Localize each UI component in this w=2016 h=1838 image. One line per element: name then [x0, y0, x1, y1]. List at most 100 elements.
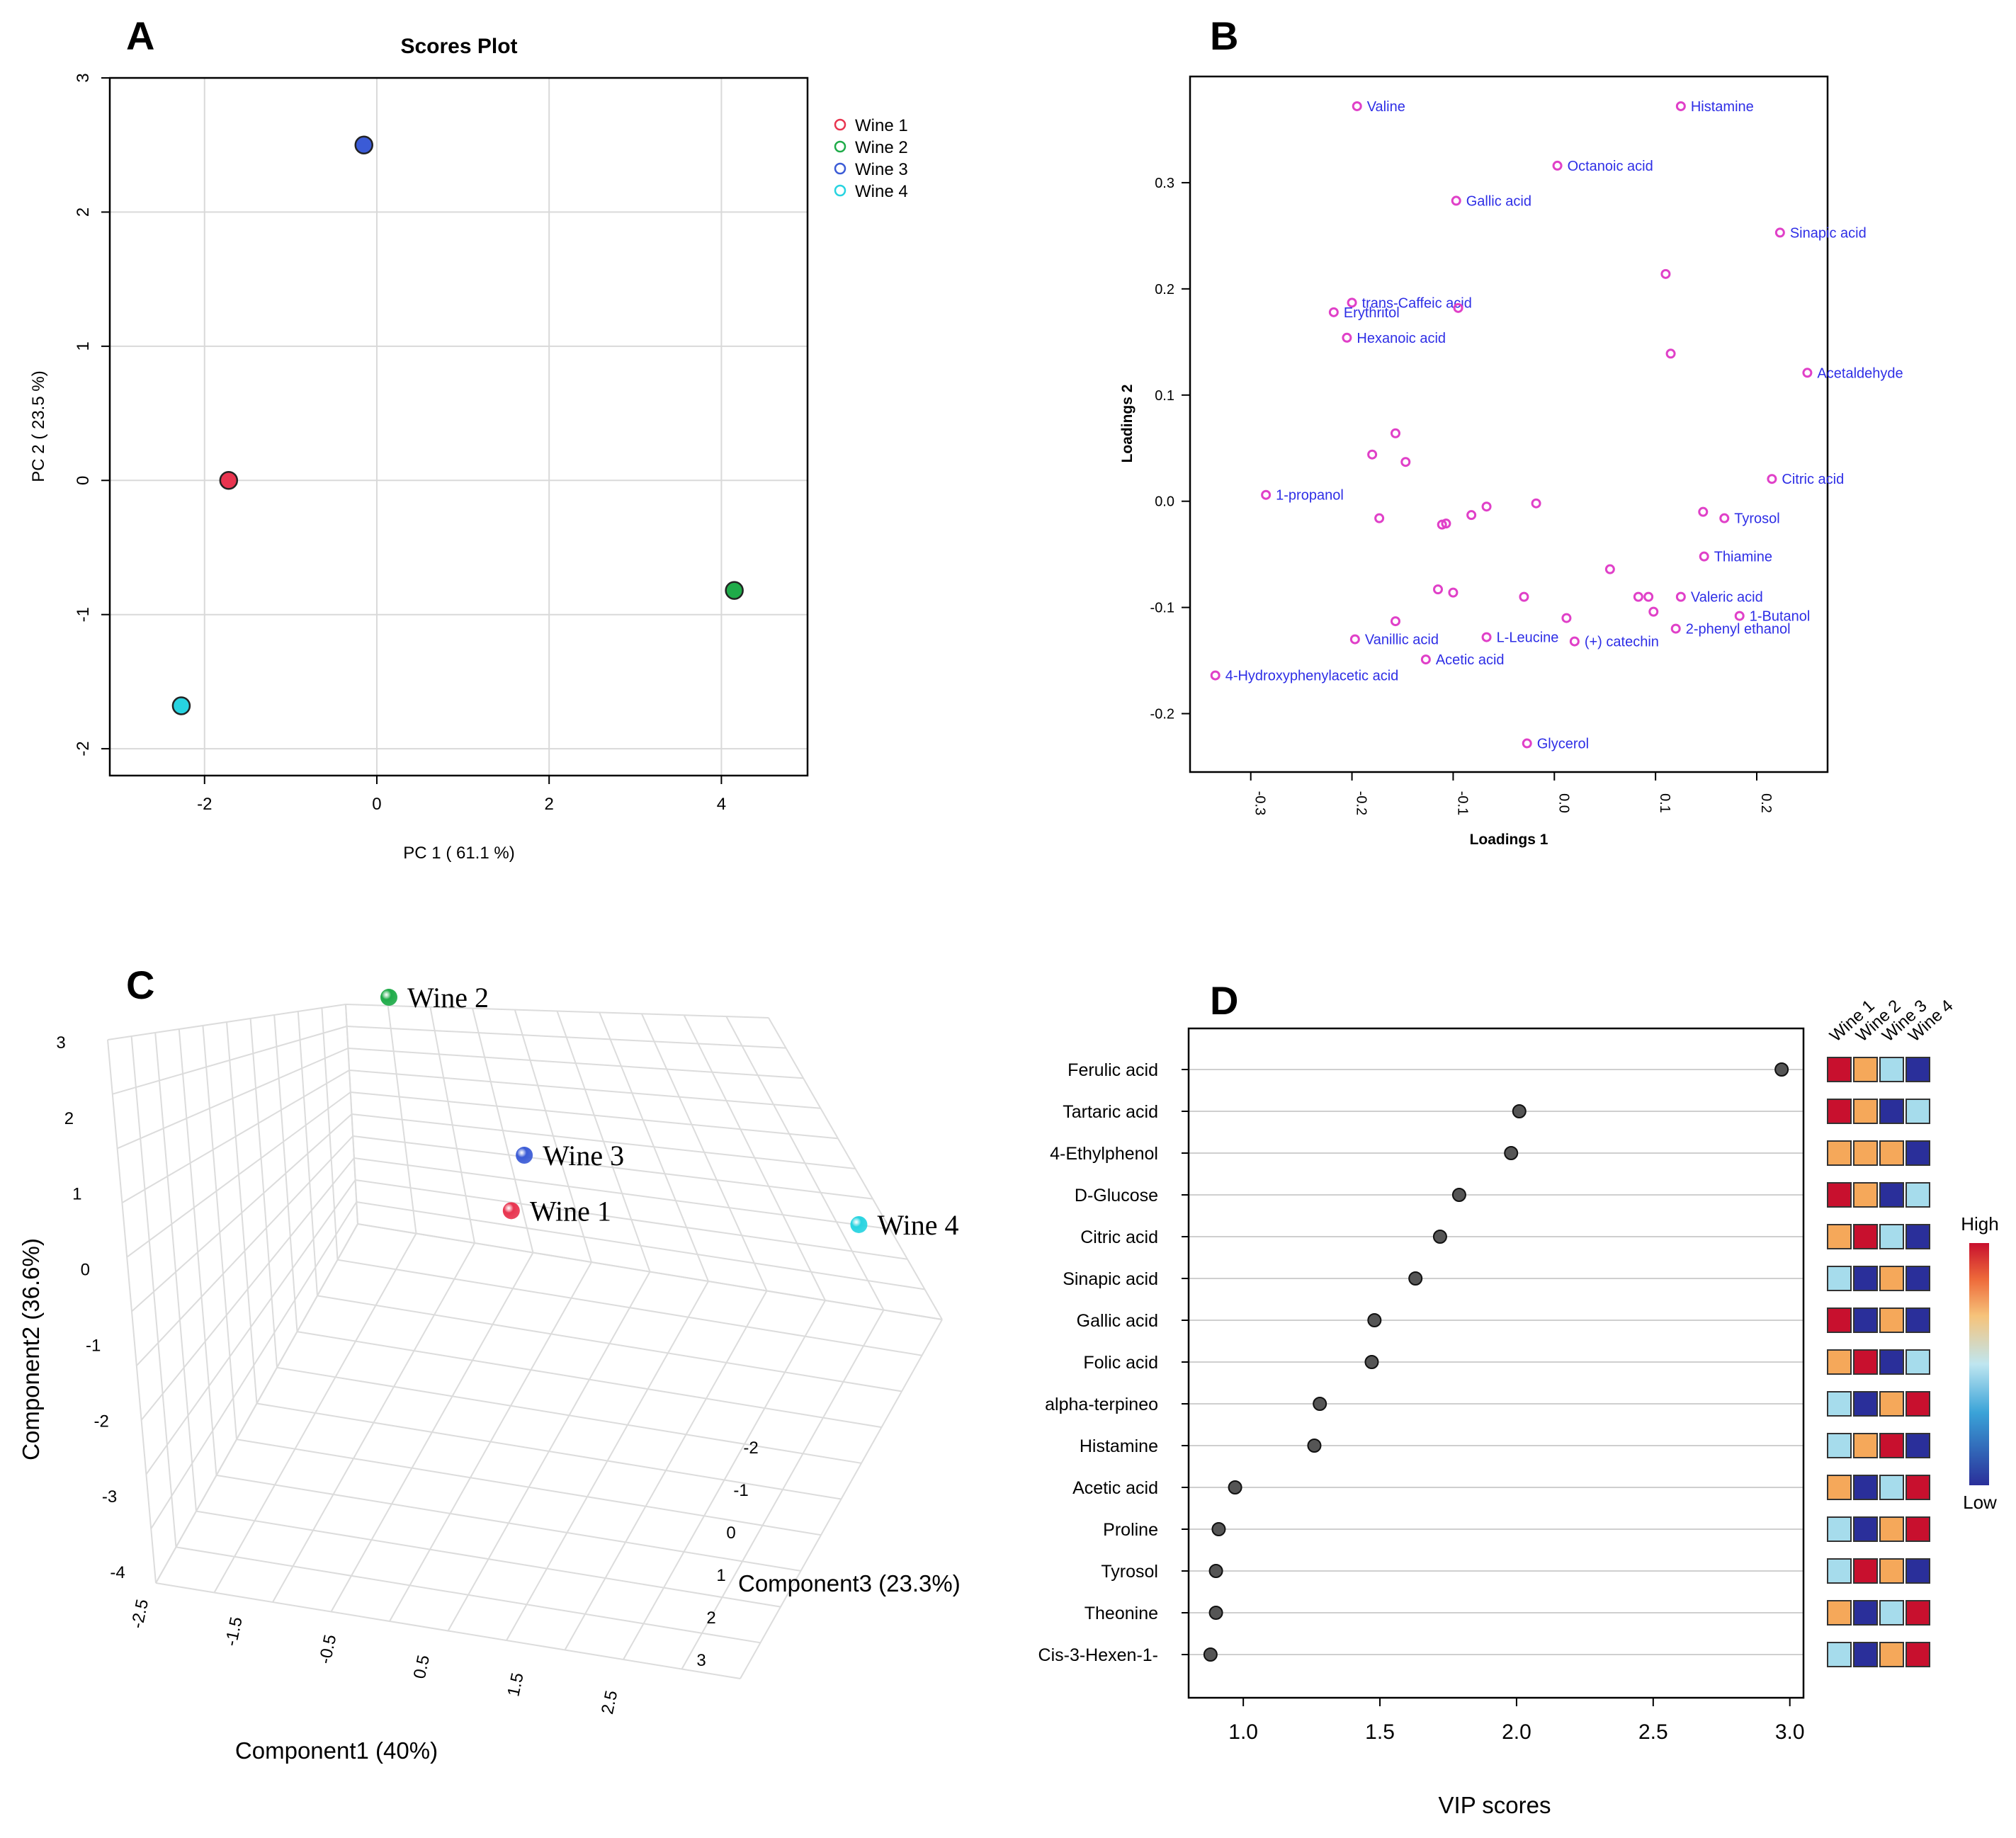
vip-heat-cell — [1853, 1140, 1878, 1166]
plot-3d-ytick-label: -2 — [94, 1412, 108, 1431]
vip-heatmap — [1827, 1057, 1930, 1667]
vip-heat-cell — [1879, 1224, 1904, 1249]
loadings-plot-point — [1734, 611, 1745, 621]
plot-3d-ytick-label: 0 — [81, 1261, 90, 1280]
plot-3d-left-wall-gridline — [112, 1026, 347, 1095]
vip-heat-cell — [1905, 1140, 1930, 1166]
scores-plot-ticks: -2 0 2 4 -2 -1 0 1 2 3 — [74, 73, 726, 814]
vip-heat-cell — [1905, 1600, 1930, 1626]
legend-label-wine-3: Wine 3 — [855, 160, 908, 179]
vip-heat-cell — [1853, 1307, 1878, 1333]
vip-heat-cell — [1905, 1224, 1930, 1249]
vip-heat-cell — [1827, 1516, 1852, 1542]
vip-heat-cell — [1827, 1266, 1852, 1291]
loadings-plot-point-label: 1-Butanol — [1750, 609, 1811, 625]
loadings-plot-ylabel: Loadings 2 — [1119, 385, 1136, 463]
vip-heat-cell — [1905, 1475, 1930, 1500]
vip-heat-cell — [1853, 1642, 1878, 1667]
legend-marker-wine-2 — [834, 140, 846, 153]
loadings-plot-point-label: trans-Caffeic acid — [1362, 295, 1472, 311]
vip-score-dot — [1504, 1146, 1519, 1160]
loadings-plot-ytick-label: 0.2 — [1155, 282, 1174, 297]
loadings-plot-point — [1481, 632, 1492, 642]
panel-letter-b: B — [1210, 13, 1238, 58]
vip-score-dot — [1211, 1522, 1226, 1536]
vip-heat-cell — [1905, 1516, 1930, 1542]
scores-plot-ytick-label: 0 — [74, 476, 93, 485]
vip-heat-cell — [1853, 1600, 1878, 1626]
vip-heat-cell — [1853, 1349, 1878, 1375]
legend-label-wine-2: Wine 2 — [855, 138, 908, 157]
vip-heat-cell — [1879, 1140, 1904, 1166]
vip-plot-rows: Ferulic acid Tartaric acid 4-Ethylphenol D-… — [1038, 1060, 1803, 1665]
vip-feature-label: Theonine — [1085, 1604, 1158, 1623]
loadings-plot-point-label: Valine — [1367, 99, 1405, 115]
loadings-plot-point — [1349, 634, 1360, 645]
loadings-plot-point-label: Acetic acid — [1436, 652, 1505, 668]
vip-heat-cell — [1827, 1140, 1852, 1166]
vip-heat-cell — [1827, 1307, 1852, 1333]
loadings-plot-xtick-label: 0.0 — [1556, 793, 1571, 813]
vip-score-dot — [1307, 1439, 1322, 1453]
vip-feature-label: Tartaric acid — [1063, 1102, 1158, 1122]
scores-plot-ytick-label: -2 — [74, 741, 93, 756]
vip-heat-cell — [1853, 1516, 1878, 1542]
vip-heat-cell — [1827, 1433, 1852, 1458]
loadings-plot-point — [1466, 510, 1477, 521]
vip-heat-cell — [1853, 1391, 1878, 1417]
plot-3d-ytick-label: -1 — [86, 1336, 101, 1355]
loadings-plot-point-label: L-Leucine — [1497, 630, 1559, 646]
loadings-plot-point — [1675, 101, 1686, 111]
vip-heat-cell — [1853, 1099, 1878, 1124]
vip-heat-cell — [1879, 1558, 1904, 1584]
plot-3d-ytick-label: 2 — [64, 1109, 74, 1128]
plot-3d-back-wall-gridline — [345, 1004, 769, 1019]
plot-3d-ylabel: Component2 (36.6%) — [18, 1238, 44, 1460]
plot-3d-left-wall-gridline — [226, 1021, 258, 1404]
heat-scale-legend: High Low — [1961, 1213, 1998, 1513]
loadings-plot-point-label: 2-phenyl ethanol — [1686, 622, 1791, 637]
vip-xtick-label: 1.5 — [1365, 1720, 1395, 1744]
plot-3d-point — [850, 1215, 868, 1233]
plot-3d-points: Wine 1 Wine 2 Wine 3 Wine 4 — [380, 982, 958, 1241]
panel-letter-d: D — [1210, 978, 1238, 1023]
vip-heat-cell — [1879, 1182, 1904, 1208]
scores-plot-xtick-label: -2 — [197, 795, 212, 814]
vip-heat-cell — [1853, 1224, 1878, 1249]
scores-plot-point — [219, 471, 239, 490]
vip-score-dot — [1432, 1230, 1447, 1244]
vip-feature-label: Citric acid — [1080, 1227, 1158, 1247]
vip-feature-label: Proline — [1103, 1520, 1158, 1540]
vip-heat-cell — [1827, 1182, 1852, 1208]
vip-score-dot — [1451, 1188, 1466, 1202]
plot-3d-grid — [107, 1004, 943, 1679]
loadings-plot-point — [1648, 606, 1659, 617]
loadings-plot-point-label: 4-Hydroxyphenylacetic acid — [1225, 669, 1399, 684]
plot-3d-xtick-label: 0.5 — [410, 1653, 434, 1680]
vip-feature-label: Acetic acid — [1072, 1478, 1158, 1498]
scores-plot-ytick-label: 2 — [74, 208, 93, 217]
loadings-plot-point — [1391, 428, 1400, 438]
scores-plot-title: Scores Plot — [400, 35, 517, 58]
loadings-plot-point — [1367, 449, 1378, 460]
vip-heat-cell — [1879, 1057, 1904, 1082]
plot-3d-ytick-label: -4 — [110, 1563, 125, 1582]
vip-score-dot — [1367, 1313, 1382, 1327]
loadings-plot-point-label: 1-propanol — [1276, 488, 1344, 504]
plot-3d-point — [380, 989, 398, 1006]
vip-heat-cell — [1827, 1600, 1852, 1626]
loadings-plot-point — [1633, 591, 1643, 602]
loadings-plot-xlabel: Loadings 1 — [1470, 832, 1548, 848]
plot-3d-floor-gridline — [176, 1546, 761, 1644]
scores-plot-point — [354, 135, 373, 154]
loadings-plot-point — [1391, 616, 1400, 627]
plot-3d-left-wall-gridline — [126, 1091, 351, 1258]
loadings-plot-point-label: (+) catechin — [1585, 635, 1659, 650]
loadings-plot-point — [1767, 474, 1777, 484]
vip-heat-cell — [1905, 1182, 1930, 1208]
scores-plot: Scores Plot -2 0 2 4 -2 -1 0 1 2 3 PC 1 ( 61.1 %)… — [29, 35, 908, 863]
plot-3d-floor-gridline — [155, 1582, 741, 1679]
plot-3d-left-wall-gridline — [249, 1018, 278, 1368]
legend-marker-wine-1 — [834, 118, 846, 131]
vip-xtick-label: 2.5 — [1638, 1720, 1668, 1744]
